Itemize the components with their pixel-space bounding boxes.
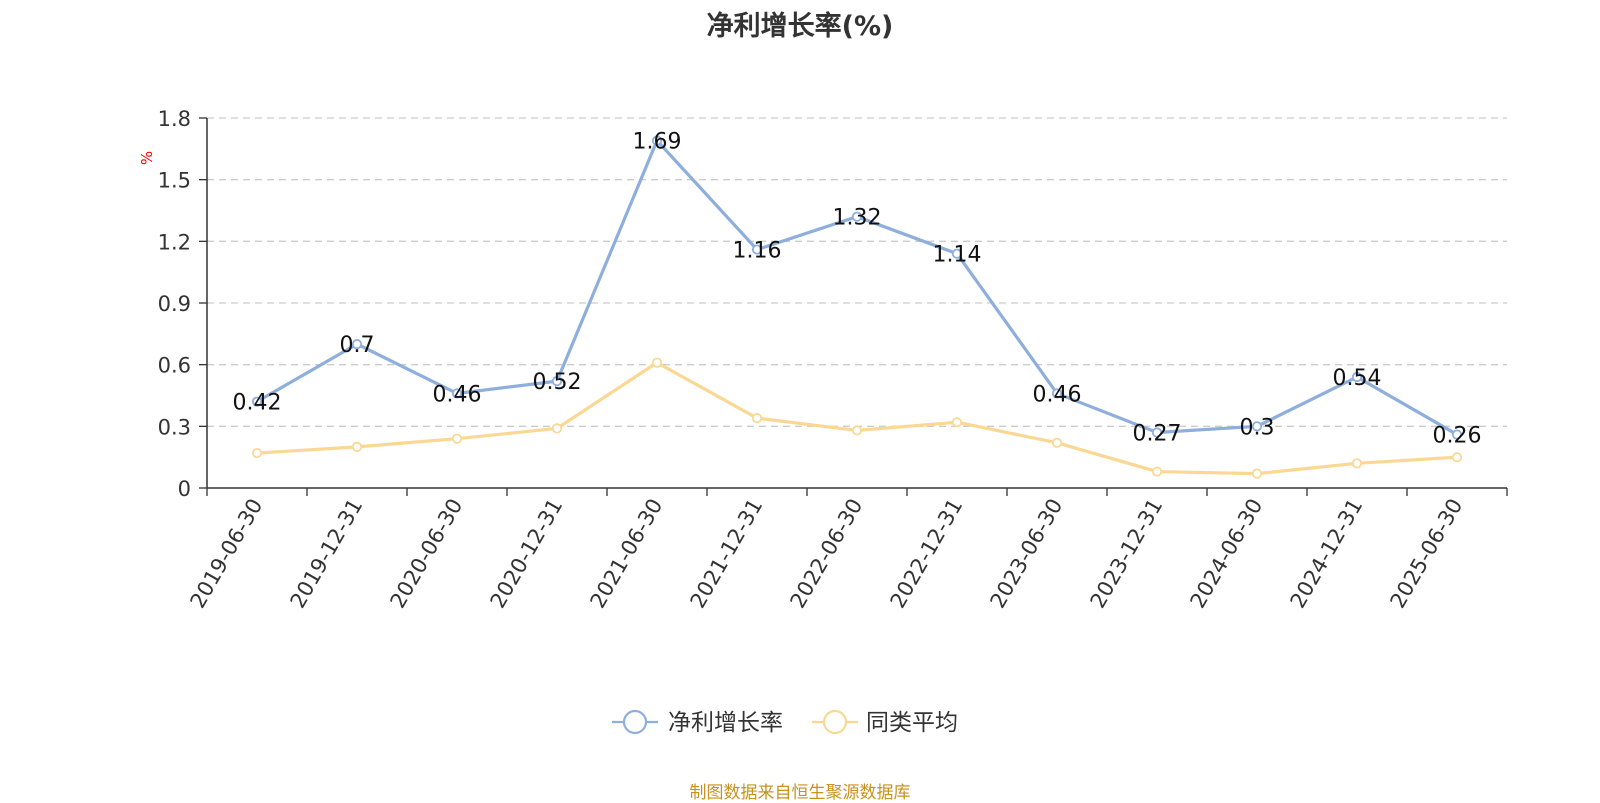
x-tick-label: 2024-12-31 <box>1286 495 1368 613</box>
data-point <box>1451 429 1463 440</box>
data-point <box>1051 437 1063 448</box>
source-note: 制图数据来自恒生聚源数据库 <box>689 783 911 803</box>
data-label: 0.46 <box>433 382 482 407</box>
chart-title: 净利增长率(%) <box>706 11 894 42</box>
y-tick-label: 1.2 <box>158 230 191 254</box>
data-point <box>251 396 263 407</box>
data-point <box>651 135 663 146</box>
data-point <box>1351 458 1363 469</box>
data-label: 0.7 <box>340 333 375 358</box>
data-label: 1.16 <box>733 239 782 264</box>
data-point <box>951 417 963 428</box>
data-point <box>1151 427 1163 438</box>
x-tick-label: 2024-06-30 <box>1186 495 1268 613</box>
data-label: 0.42 <box>233 391 282 416</box>
data-point <box>551 376 563 387</box>
data-point <box>1251 421 1263 432</box>
x-tick-label: 2020-06-30 <box>386 495 468 613</box>
y-tick-label: 0 <box>178 477 191 501</box>
y-tick-label: 0.3 <box>158 415 191 439</box>
data-point <box>951 248 963 259</box>
data-label: 1.69 <box>633 130 682 155</box>
data-point <box>551 423 563 434</box>
x-tick-label: 2022-06-30 <box>786 495 868 613</box>
x-tick-label: 2025-06-30 <box>1386 495 1468 613</box>
legend-marker-icon <box>822 709 848 735</box>
x-tick-label: 2021-12-31 <box>686 495 768 613</box>
data-point <box>451 388 463 399</box>
y-tick-label: 1.8 <box>158 107 191 131</box>
data-label: 0.26 <box>1433 424 1482 449</box>
data-label: 0.3 <box>1240 415 1275 440</box>
x-tick-label: 2023-12-31 <box>1086 495 1168 613</box>
data-label: 0.54 <box>1333 366 1382 391</box>
x-tick-label: 2022-12-31 <box>886 495 968 613</box>
data-point <box>251 447 263 459</box>
y-axis-label: % <box>138 151 156 165</box>
data-point <box>651 357 663 368</box>
x-tick-label: 2023-06-30 <box>986 495 1068 613</box>
x-tick-label: 2019-12-31 <box>286 495 368 613</box>
x-tick-label: 2021-06-30 <box>586 495 668 613</box>
data-point <box>1151 466 1163 477</box>
data-point <box>351 441 363 452</box>
data-point <box>1251 468 1263 479</box>
data-point <box>1351 371 1363 383</box>
data-point <box>851 211 863 222</box>
data-point <box>751 244 763 255</box>
data-point <box>751 413 763 424</box>
legend-item: 同类平均 <box>812 709 958 736</box>
data-label: 0.52 <box>533 370 582 395</box>
legend: 净利增长率 同类平均 <box>612 709 958 736</box>
data-label: 1.14 <box>933 243 982 268</box>
data-point <box>451 433 463 444</box>
x-tick-label: 2019-06-30 <box>186 495 268 613</box>
data-label: 1.32 <box>833 206 882 231</box>
legend-item: 净利增长率 <box>612 709 783 736</box>
data-label: 0.46 <box>1033 382 1082 407</box>
legend-label: 同类平均 <box>866 710 958 736</box>
legend-label: 净利增长率 <box>668 710 783 736</box>
legend-marker-icon <box>622 709 648 735</box>
data-point <box>851 425 863 436</box>
data-point <box>351 339 363 350</box>
y-tick-label: 1.5 <box>158 169 191 193</box>
data-point <box>1051 388 1063 399</box>
y-tick-label: 0.6 <box>158 354 191 378</box>
data-point <box>1451 452 1463 463</box>
x-tick-label: 2020-12-31 <box>486 495 568 613</box>
y-tick-label: 0.9 <box>158 292 191 316</box>
data-label: 0.27 <box>1133 422 1182 447</box>
